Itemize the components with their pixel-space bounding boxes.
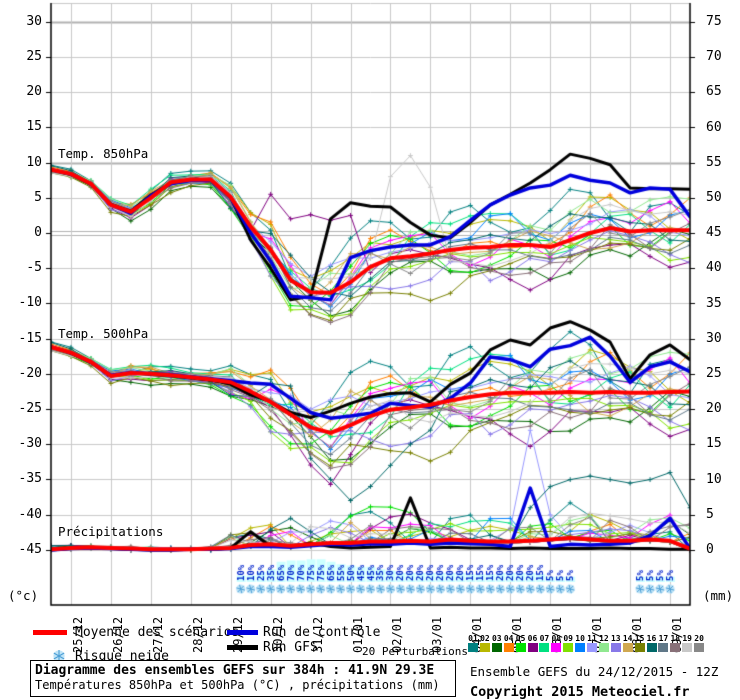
- perturbation-number: 09: [563, 634, 573, 643]
- y-axis-right-label: 35: [706, 295, 722, 311]
- perturbation-color-swatch: [610, 643, 621, 652]
- perturbation-color-swatch: [575, 643, 586, 652]
- perturbation-color-swatch: [479, 643, 490, 652]
- y-axis-left-label: -40: [18, 506, 42, 522]
- ensemble-chart-canvas: [0, 0, 740, 612]
- y-axis-left-label: -30: [18, 436, 42, 452]
- legend-mean-line-swatch: [33, 630, 67, 635]
- perturbation-color-swatch: [551, 643, 562, 652]
- perturbation-color-swatch: [670, 643, 681, 652]
- y-axis-left-label: -25: [18, 401, 42, 416]
- section-label-precipitations: Précipitations: [58, 524, 164, 539]
- y-axis-left-label: 20: [26, 84, 42, 100]
- y-axis-left-label: 5: [34, 189, 42, 205]
- perturbation-number: 18: [670, 634, 681, 643]
- perturbation-number: 01: [468, 634, 478, 643]
- y-axis-left-label: 15: [26, 119, 42, 135]
- y-axis-right-label: 45: [706, 225, 722, 241]
- perturbation-color-swatch: [539, 643, 550, 652]
- perturbation-number: 17: [658, 634, 669, 643]
- perturbation-number: 03: [491, 634, 502, 643]
- perturbation-color-swatch: [491, 643, 502, 652]
- y-axis-right-label: 60: [706, 119, 722, 135]
- perturbation-number: 10: [575, 634, 585, 643]
- y-axis-left-label: 10: [26, 154, 42, 170]
- run-info: Ensemble GEFS du 24/12/2015 - 12Z: [470, 664, 719, 679]
- perturbation-number: 08: [551, 634, 562, 643]
- y-axis-right-label: 20: [706, 401, 722, 417]
- perturbation-color-swatch: [587, 643, 597, 652]
- legend-control-label: Run de contrôle: [263, 625, 381, 640]
- y-axis-right-label: 30: [706, 330, 722, 346]
- y-axis-right-label: 0: [706, 542, 714, 557]
- perturbation-number: 16: [646, 634, 657, 643]
- perturbation-color-swatch: [694, 643, 705, 652]
- y-axis-right-label: 75: [706, 14, 722, 29]
- y-axis-right-label: 70: [706, 49, 722, 65]
- y-axis-right-label: 50: [706, 190, 722, 205]
- y-axis-right-label: 65: [706, 84, 722, 100]
- perturbation-color-swatch: [646, 643, 657, 652]
- chart-subtitle: Températures 850hPa et 500hPa (°C) , pré…: [35, 678, 440, 692]
- y-axis-left-label: -45: [18, 541, 42, 557]
- y-axis-right-label: 40: [706, 260, 722, 276]
- perturbation-number: 12: [599, 634, 609, 643]
- perturbation-number: 02: [480, 634, 490, 643]
- perturbation-number: 19: [682, 634, 692, 643]
- left-axis-unit: (°c): [8, 588, 39, 603]
- legend-control-line-swatch: [227, 630, 258, 635]
- perturbation-number: 07: [539, 634, 550, 643]
- y-axis-right-label: 25: [706, 366, 722, 381]
- perturbation-color-swatch: [515, 643, 526, 652]
- y-axis-left-label: 25: [26, 49, 42, 64]
- perturbation-color-swatch: [682, 643, 693, 652]
- perturbation-number: 05: [515, 634, 526, 643]
- copyright: Copyright 2015 Meteociel.fr: [470, 684, 690, 700]
- perturbation-number: 14: [622, 634, 633, 643]
- perturbation-color-swatch: [468, 643, 478, 652]
- y-axis-left-label: 0: [34, 225, 42, 240]
- legend-gfs-label: Run GFS: [263, 640, 318, 655]
- perturbation-number: 15: [634, 634, 645, 643]
- perturbation-color-swatch: [527, 643, 538, 652]
- y-axis-left-label: -35: [18, 471, 42, 487]
- y-axis-left-label: -10: [18, 295, 42, 311]
- perturbations-label: 20 Perturbations: [362, 645, 468, 658]
- perturbation-color-swatch: [622, 643, 633, 652]
- legend-mean-label: Moyenne des scénarios: [75, 625, 240, 640]
- perturbation-color-swatch: [598, 643, 609, 652]
- perturbation-color-swatch: [563, 643, 574, 652]
- y-axis-right-label: 5: [706, 506, 714, 522]
- perturbation-color-swatch: [658, 643, 669, 652]
- section-label-850hpa: Temp. 850hPa: [58, 146, 149, 161]
- section-label-500hpa: Temp. 500hPa: [58, 326, 149, 341]
- y-axis-left-label: -5: [26, 260, 42, 276]
- perturbation-number: 20: [694, 634, 704, 643]
- chart-title: Diagramme des ensembles GEFS sur 384h : …: [35, 663, 435, 678]
- y-axis-left-label: -15: [18, 330, 42, 346]
- perturbation-number: 06: [527, 634, 538, 643]
- perturbation-color-swatch: [634, 643, 645, 652]
- y-axis-left-label: 30: [26, 13, 42, 29]
- perturbation-color-swatch: [503, 643, 514, 652]
- right-axis-unit: (mm): [703, 588, 734, 603]
- title-box: Diagramme des ensembles GEFS sur 384h : …: [30, 660, 456, 697]
- y-axis-right-label: 10: [706, 471, 722, 487]
- y-axis-right-label: 15: [706, 436, 722, 452]
- perturbation-number: 11: [587, 634, 597, 643]
- legend-gfs-line-swatch: [227, 645, 258, 650]
- y-axis-right-label: 55: [706, 154, 722, 170]
- perturbation-number: 04: [503, 634, 514, 643]
- perturbation-number: 13: [610, 634, 621, 643]
- y-axis-left-label: -20: [18, 365, 42, 381]
